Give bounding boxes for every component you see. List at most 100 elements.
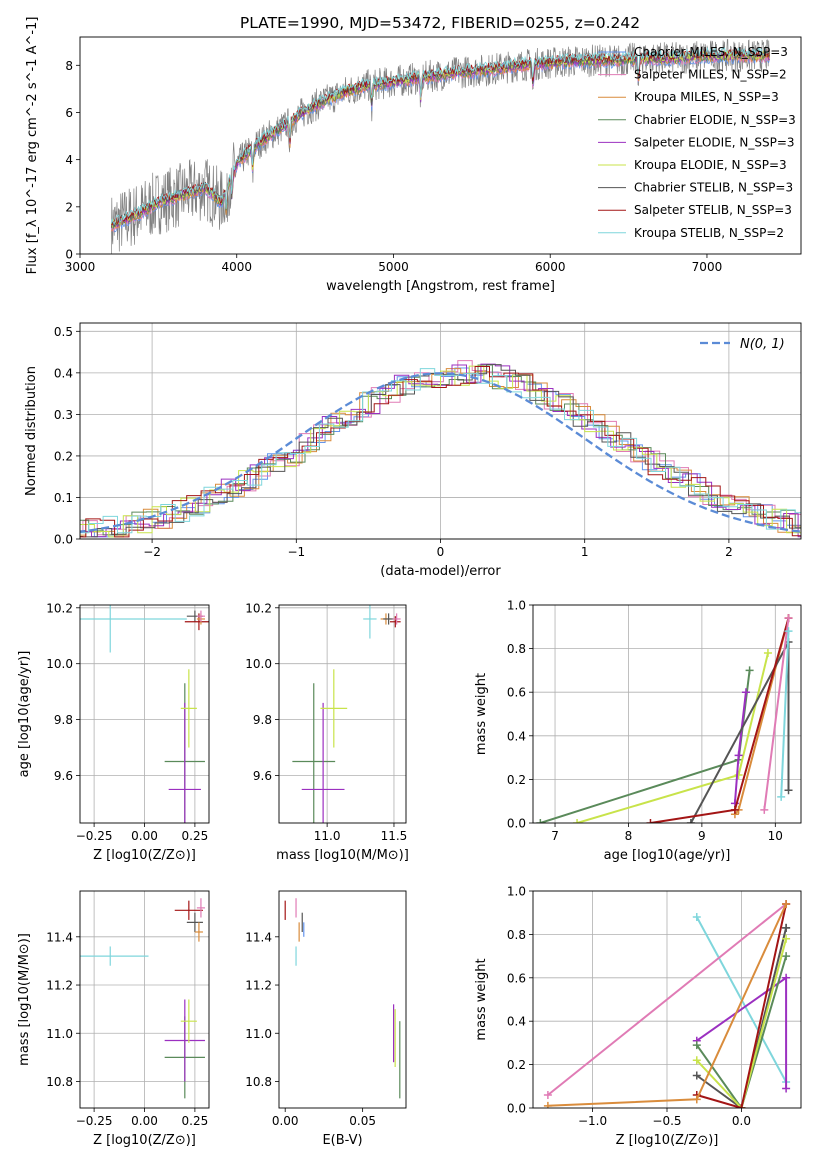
legend-label: Kroupa ELODIE, N_SSP=3 [634,158,787,172]
y-tick-label: 10.2 [46,601,73,615]
axes-frame [79,890,210,1109]
x-tick-label: 0.25 [182,829,209,843]
x-tick-label: 9 [698,829,706,843]
mass-weight-marker [782,900,791,909]
y-tick-label: 1.0 [507,885,526,899]
x-tick-label: 11.5 [381,829,408,843]
y-tick-label: 0.2 [507,1058,526,1072]
x-tick-label: 1 [581,545,589,559]
age-vs-z-panel: −0.25 0.00 0.25 9.6 9.8 10.0 10.2 Z [log10(Z/Z⊙… [17,601,210,863]
data-point-errorbar [80,605,187,653]
mass-weight-marker [784,786,793,795]
y-tick-label: 0.0 [507,817,526,831]
plot-area [292,605,401,823]
x-tick-label: −1.0 [578,1114,607,1128]
mass-weight-marker [782,973,791,982]
mass-weight-marker [734,751,743,760]
x-tick-label: 0.25 [182,1114,209,1128]
y-axis-label: mass [log10(M/M⊙)] [17,933,32,1066]
y-tick-label: 2 [65,200,73,214]
mass-weight-marker [730,805,739,814]
mass-weight-line [539,670,751,823]
y-tick-label: 0.2 [54,449,73,463]
y-tick-label: 0.3 [54,408,73,422]
y-axis-label: Normed distribution [24,366,39,496]
mass-weight-marker [734,771,743,780]
mass-weight-marker [543,1090,552,1099]
data-point-errorbar [292,683,336,823]
mass-weight-marker [692,1071,701,1080]
mass-weight-marker [784,627,793,636]
mass-weight-marker [543,1101,552,1108]
x-tick-label: 11.0 [314,829,341,843]
x-axis-label: wavelength [Angstrom, rest frame] [326,279,555,294]
residual-histogram-line [80,366,801,538]
y-tick-label: 9.6 [253,769,272,783]
axes-frame [79,36,802,255]
data-point-errorbar [389,616,401,628]
axes-frame [532,890,802,1109]
mass-weight-marker [692,913,701,922]
y-tick-label: 11.0 [46,1027,73,1041]
mass-weight-marker [692,1041,701,1050]
x-tick-label: 2 [725,545,733,559]
y-tick-label: 0.4 [54,366,73,380]
y-tick-label: 6 [65,106,73,120]
y-axis-label: mass weight [474,673,489,755]
plot-area [110,38,771,254]
mass-weight-line [696,938,788,1108]
mass-weight-marker [782,923,791,932]
model-spectrum-line [110,54,771,233]
data-point-errorbar [164,999,205,1082]
x-tick-label: −2 [143,545,161,559]
x-tick-label: −0.25 [76,829,113,843]
y-tick-label: 0.4 [507,729,526,743]
legend-label: Chabrier MILES, N_SSP=3 [634,45,788,59]
data-point-errorbar [383,613,394,625]
legend-label: Kroupa STELIB, N_SSP=2 [634,226,784,240]
y-tick-label: 11.0 [245,1027,272,1041]
y-tick-label: 9.8 [54,713,73,727]
x-tick-label: 5000 [378,260,409,274]
mass-weight-line [696,903,788,1108]
mass-weight-marker [692,1056,701,1065]
axes-frame [278,890,407,1109]
mass-weight-marker [686,819,695,823]
y-axis-label: age [log10(age/yr)] [17,651,32,778]
mass-weight-marker [763,648,772,657]
mass-weight-line [696,927,788,1108]
y-tick-label: 11.4 [245,930,272,944]
y-axis-label: Flux [f_λ 10^-17 erg cm^-2 s^-1 A^-1] [25,17,40,275]
plot-area [543,900,791,1108]
mass-weight-marker [536,819,545,823]
mass-weight-marker [784,614,793,623]
data-point-errorbar [194,922,203,942]
x-tick-label: 0.0 [732,1114,751,1128]
mass-weight-line [547,903,787,1096]
y-tick-label: 0.0 [507,1102,526,1116]
y-tick-label: 8 [65,59,73,73]
axes-frame [532,604,802,824]
y-tick-label: 0.0 [54,533,73,547]
mass-weight-marker [782,934,791,943]
y-tick-label: 0 [65,248,73,262]
plot-area [80,360,801,538]
data-point-errorbar [363,605,377,639]
axes-frame [79,604,210,824]
data-point-errorbar [180,669,197,748]
plot-area [536,614,793,823]
mass-weight-line [780,631,790,797]
mass-weight-marker [737,1104,746,1108]
y-tick-label: 0.5 [54,325,73,339]
y-tick-label: 0.4 [507,1015,526,1029]
spectrum-panel: 3000 4000 5000 6000 7000 0 2 4 6 8 wavelength [Ang… [25,17,802,294]
y-tick-label: 9.6 [54,769,73,783]
y-tick-label: 0.8 [507,928,526,942]
y-tick-label: 11.2 [245,979,272,993]
legend-label: Salpeter MILES, N_SSP=2 [634,68,787,82]
mass-weight-marker [646,819,655,823]
data-point-errorbar [174,900,203,920]
data-point-errorbar [168,702,201,823]
legend-label: Salpeter ELODIE, N_SSP=3 [634,135,795,149]
residual-histogram-line [80,368,801,536]
